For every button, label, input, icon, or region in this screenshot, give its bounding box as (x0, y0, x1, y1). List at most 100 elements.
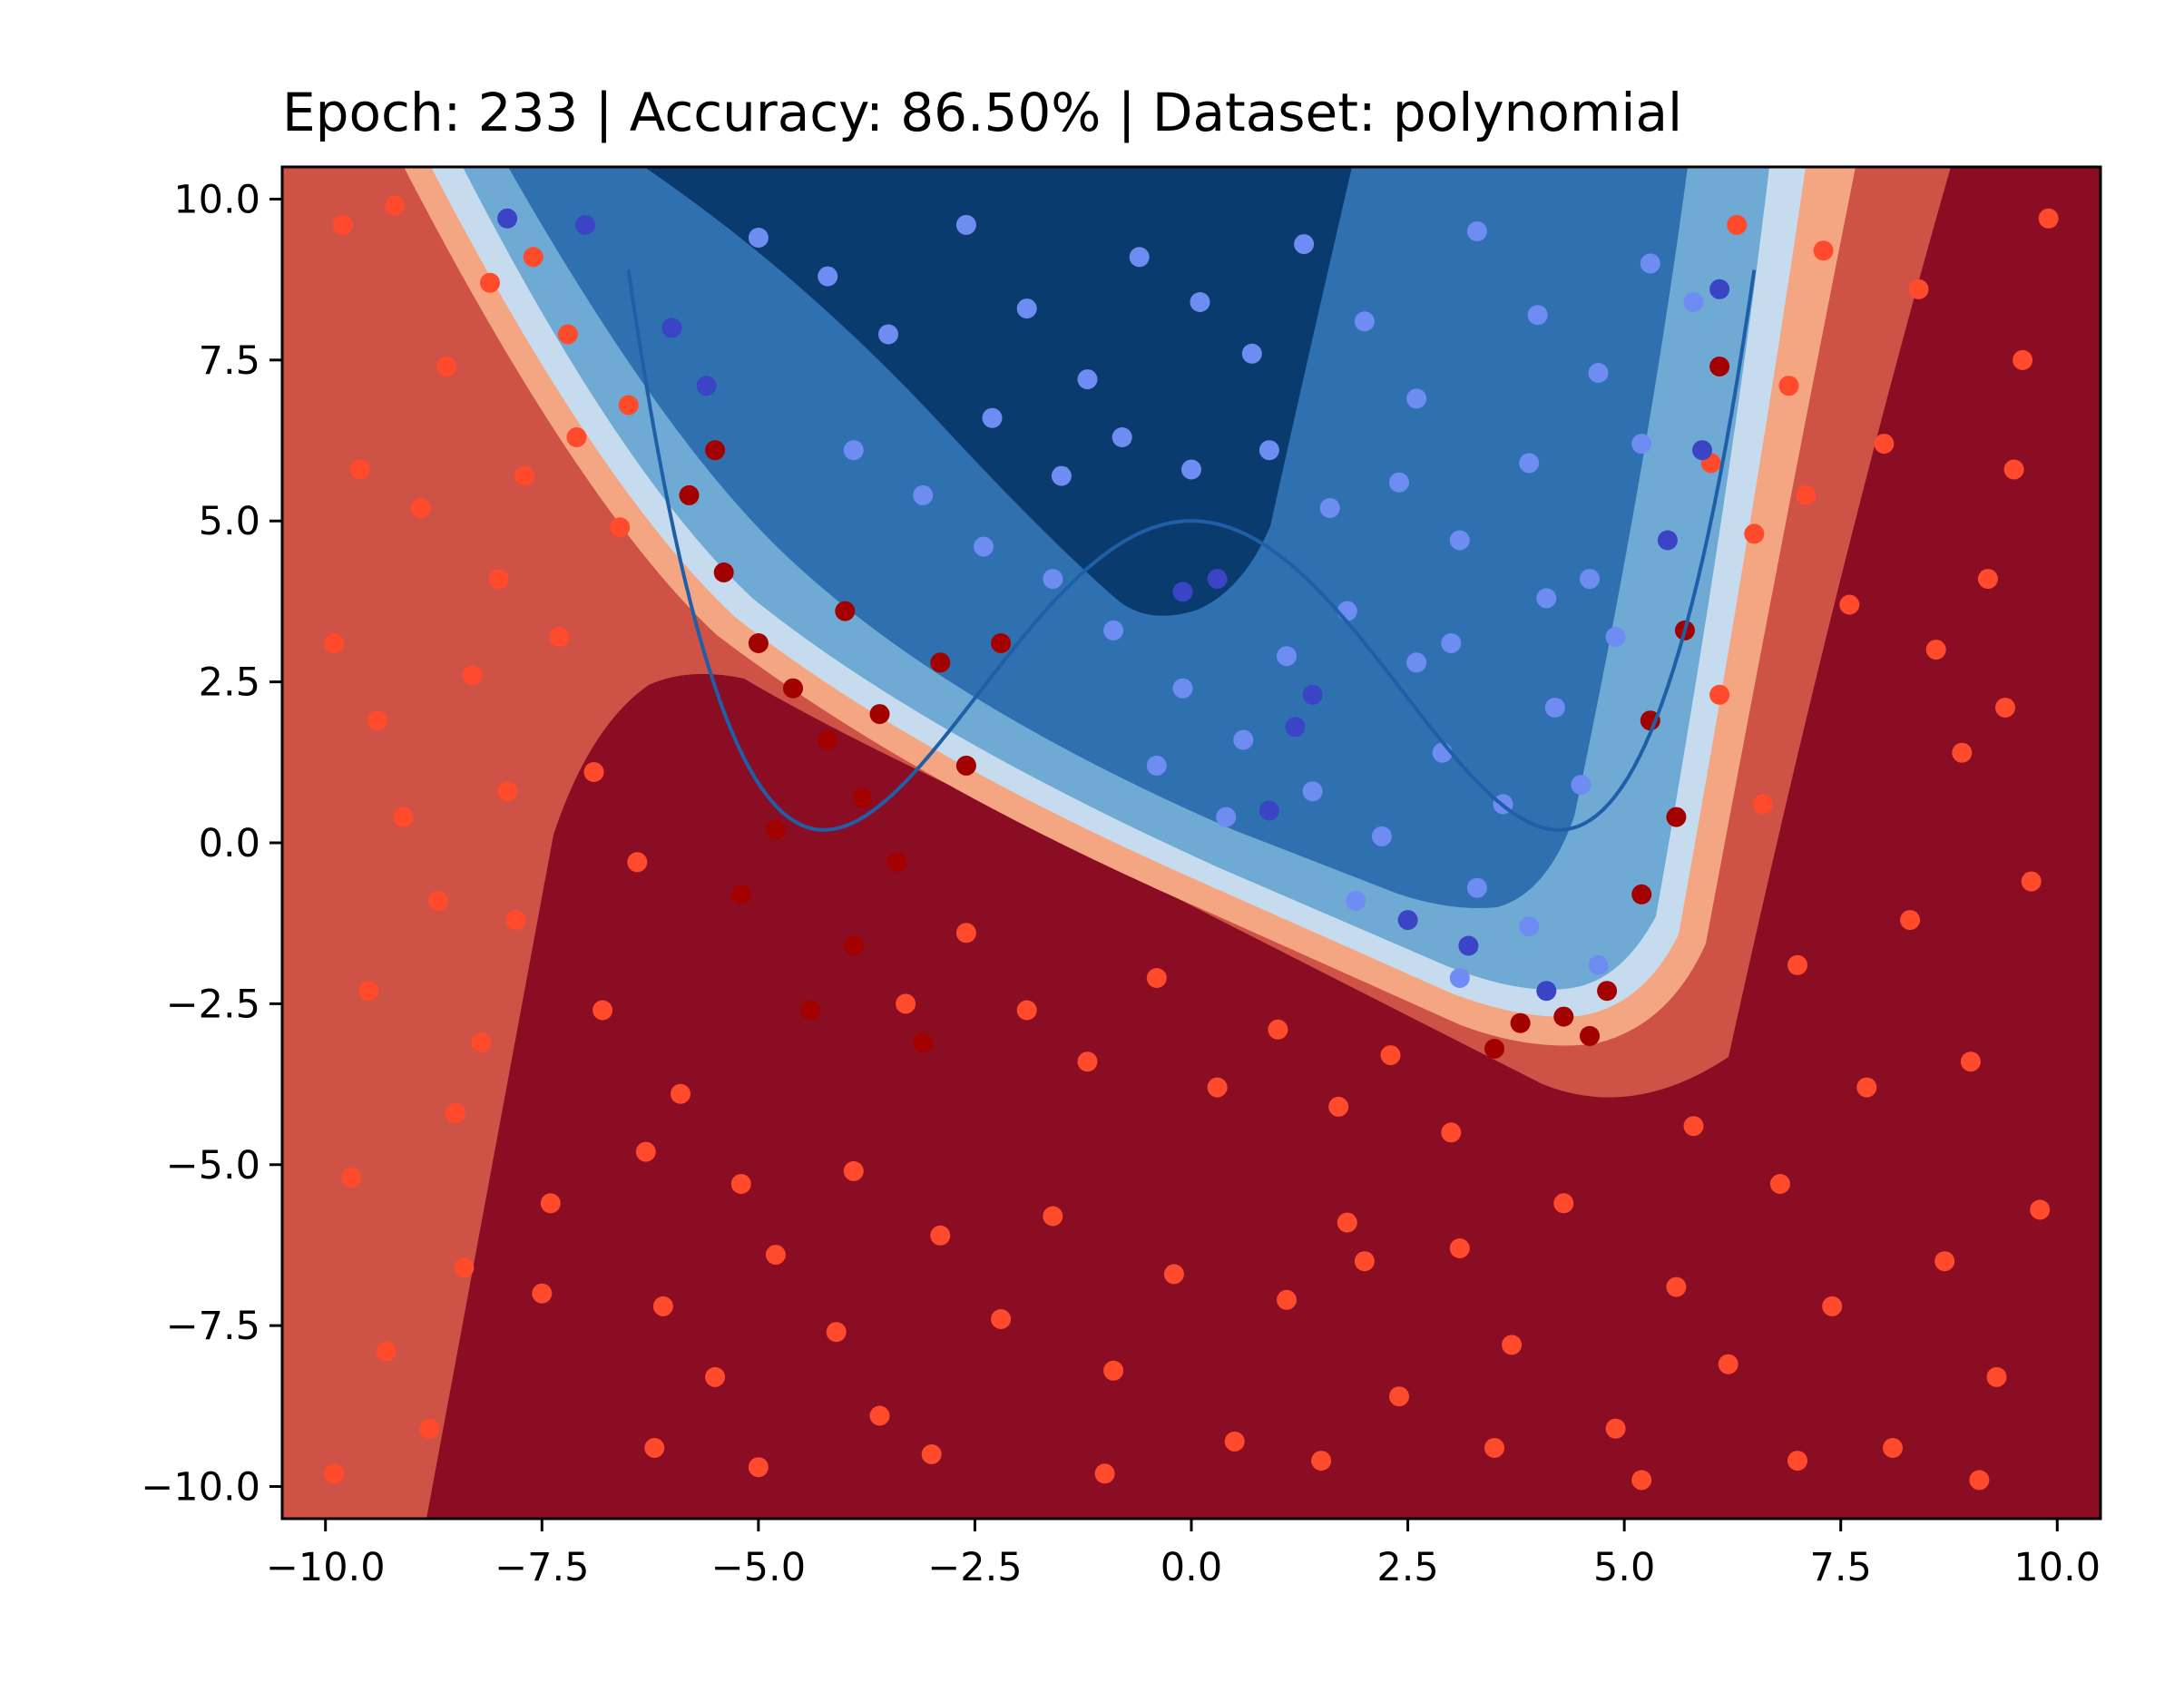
point-class-1 (1466, 877, 1487, 898)
point-class-0 (2021, 871, 2042, 892)
point-class-1-misclassified (1709, 279, 1730, 299)
point-class-0 (523, 247, 544, 268)
point-class-0 (497, 781, 518, 802)
point-class-0 (1778, 376, 1799, 396)
point-class-1-misclassified (1302, 684, 1323, 705)
point-class-0 (1277, 1289, 1297, 1310)
y-axis: −10.0 −7.5 −5.0 −2.5 0.0 2.5 5.0 7.5 10.0 (141, 177, 282, 1511)
point-class-1 (1181, 459, 1201, 480)
point-class-1 (1588, 954, 1609, 975)
point-class-0 (2030, 1199, 2051, 1220)
point-class-0 (1337, 1212, 1357, 1233)
point-class-0 (1389, 1386, 1409, 1407)
point-class-0-misclassified (930, 652, 951, 673)
point-class-1 (982, 407, 1003, 428)
point-class-1 (1172, 678, 1193, 699)
point-class-1 (1112, 427, 1132, 447)
point-class-0-misclassified (913, 1032, 934, 1052)
point-class-1 (1346, 890, 1366, 911)
point-class-1-misclassified (696, 376, 717, 396)
point-class-0 (1207, 1077, 1228, 1098)
point-class-0 (324, 633, 345, 653)
point-class-1-misclassified (1536, 981, 1557, 1002)
point-class-1-misclassified (1172, 582, 1193, 602)
y-tick-label: 10.0 (173, 177, 260, 222)
point-class-1-misclassified (661, 318, 682, 338)
decision-regions (282, 167, 2101, 1519)
point-class-0 (1796, 484, 1817, 505)
point-class-1 (1241, 343, 1262, 364)
point-class-0 (843, 1160, 864, 1181)
point-class-1-misclassified (1692, 440, 1712, 461)
point-class-0 (410, 498, 431, 518)
point-class-0-misclassified (955, 755, 976, 776)
point-class-1 (1449, 968, 1470, 988)
x-tick-label: 2.5 (1376, 1545, 1438, 1590)
point-class-0 (1752, 794, 1773, 815)
point-class-0-misclassified (991, 633, 1012, 653)
scatter-points (324, 195, 2059, 1491)
point-class-0 (1268, 1019, 1288, 1040)
point-class-0 (1813, 240, 1834, 261)
point-class-1-misclassified (1458, 935, 1479, 956)
point-class-0-misclassified (1666, 807, 1687, 827)
point-class-0 (1986, 1366, 2007, 1387)
point-class-0 (1769, 1174, 1790, 1194)
point-class-0 (1666, 1276, 1687, 1297)
y-tick-label: −10.0 (141, 1465, 260, 1511)
point-class-0-misclassified (1553, 1006, 1574, 1027)
point-class-0 (1016, 1000, 1037, 1021)
y-tick-label: 5.0 (199, 499, 260, 544)
point-class-1 (843, 440, 864, 461)
point-class-1 (1519, 916, 1540, 937)
point-class-0 (2038, 208, 2059, 229)
point-class-0 (1094, 1463, 1115, 1484)
point-class-0 (488, 569, 509, 590)
point-class-0 (1995, 698, 2015, 718)
point-class-1 (1337, 601, 1357, 621)
point-class-0 (332, 214, 353, 235)
point-class-0 (1441, 1122, 1462, 1143)
y-tick-label: 0.0 (199, 821, 260, 866)
point-class-0 (367, 710, 387, 731)
point-class-1 (1683, 292, 1704, 312)
point-class-1 (1319, 498, 1340, 518)
chart-title: Epoch: 233 | Accuracy: 86.50% | Dataset:… (282, 82, 1682, 143)
point-class-0 (1883, 1438, 1903, 1458)
point-class-1 (1544, 698, 1565, 718)
x-tick-label: −10.0 (266, 1545, 386, 1590)
point-class-1 (1354, 311, 1375, 332)
point-class-1 (1277, 646, 1297, 667)
point-class-1 (1406, 652, 1427, 673)
point-class-1 (1406, 388, 1427, 409)
point-class-0 (1787, 954, 1807, 975)
point-class-1 (913, 484, 934, 505)
x-tick-label: 10.0 (2013, 1545, 2101, 1590)
point-class-0 (1822, 1296, 1843, 1316)
point-class-0 (869, 1405, 890, 1426)
point-class-0 (480, 272, 500, 293)
plot-area (282, 167, 2101, 1519)
x-tick-label: 5.0 (1593, 1545, 1655, 1590)
point-class-0-misclassified (783, 678, 803, 699)
point-class-1 (1519, 453, 1540, 474)
point-class-0 (2003, 459, 2024, 480)
point-class-0 (826, 1322, 847, 1343)
point-class-1-misclassified (1397, 910, 1418, 931)
point-class-0 (393, 807, 414, 827)
point-class-0 (427, 890, 448, 911)
point-class-0 (1683, 1116, 1704, 1137)
point-class-1 (818, 266, 838, 287)
point-class-0-misclassified (1709, 357, 1730, 376)
point-class-0 (1605, 1418, 1626, 1439)
point-class-0 (705, 1366, 726, 1387)
point-class-0 (1960, 1051, 1981, 1072)
y-tick-label: 2.5 (199, 660, 260, 706)
point-class-0 (652, 1296, 673, 1316)
point-class-1 (1640, 253, 1660, 274)
point-class-0 (730, 1174, 751, 1194)
point-class-0 (349, 459, 370, 480)
point-class-0 (376, 1341, 397, 1362)
point-class-0-misclassified (713, 562, 734, 582)
point-class-0 (1952, 742, 1973, 763)
